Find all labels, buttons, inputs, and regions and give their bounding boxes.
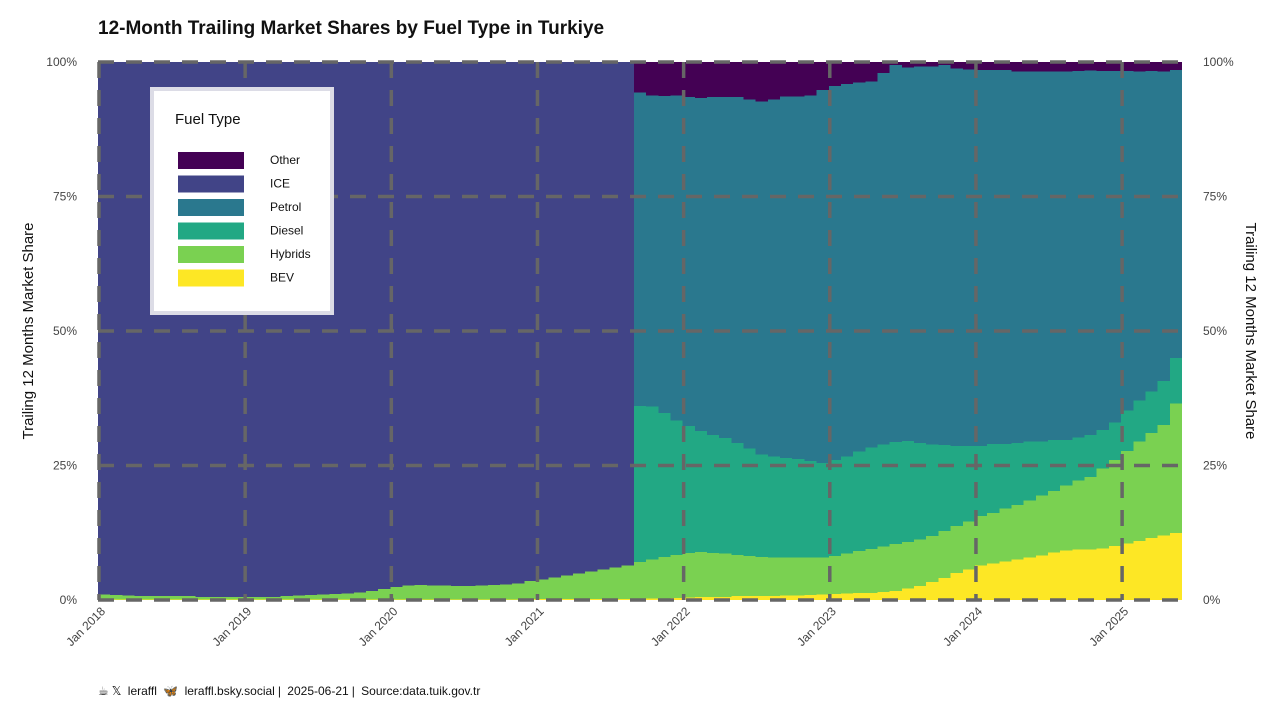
y-axis-title-right: Trailing 12 Months Market Share: [1242, 222, 1259, 439]
x-tick-label: Jan 2025: [1086, 604, 1131, 649]
y-tick-label-left: 100%: [46, 55, 77, 69]
legend-label-diesel: Diesel: [270, 224, 303, 238]
x-tick-label: Jan 2020: [356, 604, 401, 649]
legend-label-other: Other: [270, 153, 300, 167]
chart-title: 12-Month Trailing Market Shares by Fuel …: [98, 18, 605, 39]
caption: ☕ 𝕏 leraffl 🦋 leraffl.bsky.social | 2025-0…: [98, 684, 483, 698]
y-axis-right: 0% 25% 50% 75% 100%: [1203, 55, 1234, 607]
y-tick-label-left: 0%: [60, 593, 78, 607]
y-tick-label-right: 0%: [1203, 593, 1221, 607]
area-diesel-detailed: [633, 357, 1182, 562]
legend-swatch-bev: [178, 269, 244, 287]
area-petrol-detailed: [633, 65, 1182, 463]
caption-date: 2025-06-21: [287, 684, 349, 698]
legend-swatch-hybrids: [178, 246, 244, 263]
stacked-area-chart: 0% 25% 50% 75% 100% 0% 25% 50% 75% 100% Jan 2018…: [20, 55, 1259, 649]
legend-swatch-other: [178, 152, 244, 169]
y-tick-label-left: 75%: [53, 190, 77, 204]
caption-separator: |: [351, 684, 355, 698]
butterfly-icon: 🦋: [163, 684, 179, 698]
caption-bluesky: leraffl.bsky.social: [184, 684, 275, 698]
area-bev-detailed: [633, 532, 1182, 600]
legend-swatch-petrol: [178, 199, 244, 216]
caption-source: Source:data.tuik.gov.tr: [361, 684, 481, 698]
y-tick-label-left: 25%: [53, 459, 77, 473]
x-tick-label: Jan 2023: [794, 604, 839, 649]
x-tick-label: Jan 2021: [502, 604, 547, 649]
legend-label-petrol: Petrol: [270, 200, 301, 214]
area-hybrids-detailed: [633, 403, 1182, 599]
legend-title: Fuel Type: [175, 111, 241, 128]
x-tick-label: Jan 2024: [940, 604, 985, 649]
legend-label-bev: BEV: [270, 271, 294, 285]
y-tick-label-right: 25%: [1203, 459, 1227, 473]
caption-handle: leraffl: [127, 684, 157, 698]
y-tick-label-left: 50%: [53, 324, 77, 338]
x-axis: Jan 2018 Jan 2019 Jan 2020 Jan 2021 Jan 2022…: [63, 604, 1131, 649]
grid-lines: [97, 60, 1182, 602]
area-other-detailed: [633, 62, 1182, 102]
legend-label-hybrids: Hybrids: [270, 247, 311, 261]
x-tick-label: Jan 2018: [63, 604, 108, 649]
x-tick-label: Jan 2022: [648, 604, 693, 649]
legend-label-ice: ICE: [270, 177, 290, 191]
y-axis-title-left: Trailing 12 Months Market Share: [20, 222, 37, 439]
y-axis-left: 0% 25% 50% 75% 100%: [46, 55, 77, 607]
legend: Fuel Type Other ICE Petrol Diesel Hybrids BEV: [150, 87, 334, 315]
y-tick-label-right: 100%: [1203, 55, 1234, 69]
y-tick-label-right: 50%: [1203, 324, 1227, 338]
x-tick-label: Jan 2019: [209, 604, 254, 649]
area-hybrids-aggregate: [98, 565, 634, 600]
x-logo-icon: 𝕏: [111, 684, 122, 698]
y-tick-label-right: 75%: [1203, 190, 1227, 204]
caption-separator: |: [277, 684, 281, 698]
legend-swatch-diesel: [178, 222, 244, 240]
legend-swatch-ice: [178, 175, 244, 193]
coffee-icon: ☕: [98, 684, 109, 698]
